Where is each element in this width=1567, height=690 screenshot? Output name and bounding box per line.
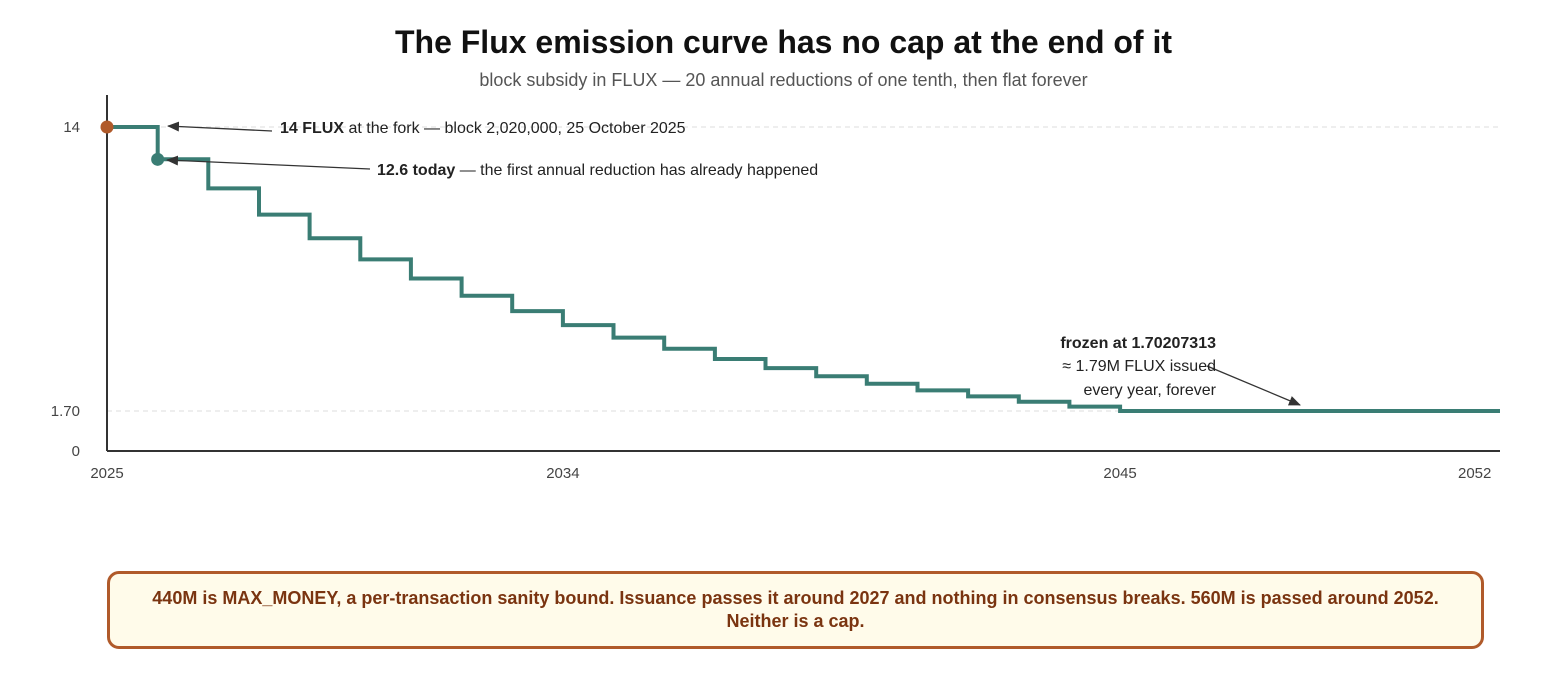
emission-chart: 2025 2034 2045 2052 0 1.70 14 14 FLUX at the f…	[51, 95, 1500, 482]
arrow-frozen	[1206, 365, 1301, 406]
arrow-fork	[167, 121, 273, 132]
annotation-today-bold: 12.6 today	[377, 162, 455, 179]
callout-text: 440M is MAX_MONEY, a per-transaction san…	[152, 588, 1439, 631]
annotation-today-rest: — the first annual reduction has already…	[455, 162, 818, 179]
annotation-today: 12.6 today — the first annual reduction …	[377, 162, 818, 179]
chart-subtitle: block subsidy in FLUX — 20 annual reduct…	[479, 70, 1088, 90]
x-tick-label: 2025	[90, 465, 123, 482]
y-tick-label: 14	[63, 119, 80, 136]
annotation-frozen-line3: every year, forever	[1084, 382, 1217, 399]
annotation-fork: 14 FLUX at the fork — block 2,020,000, 2…	[280, 120, 686, 137]
annotation-fork-rest: at the fork — block 2,020,000, 25 Octobe…	[344, 120, 686, 137]
chart-title: The Flux emission curve has no cap at th…	[394, 24, 1173, 60]
arrow-today	[166, 155, 371, 170]
x-tick-label: 2052	[1458, 465, 1491, 482]
annotation-frozen-line1: frozen at 1.70207313	[1060, 335, 1216, 352]
point-fork	[100, 120, 114, 134]
emission-step-line	[107, 125, 1500, 413]
x-tick-label: 2034	[546, 465, 579, 482]
x-tick-label: 2045	[1103, 465, 1136, 482]
point-today	[151, 152, 165, 166]
y-tick-label: 0	[72, 443, 80, 460]
y-tick-label: 1.70	[51, 403, 80, 420]
max-money-callout: 440M is MAX_MONEY, a per-transaction san…	[107, 571, 1484, 649]
annotation-frozen-line2: ≈ 1.79M FLUX issued	[1062, 358, 1216, 375]
annotation-fork-bold: 14 FLUX	[280, 120, 344, 137]
